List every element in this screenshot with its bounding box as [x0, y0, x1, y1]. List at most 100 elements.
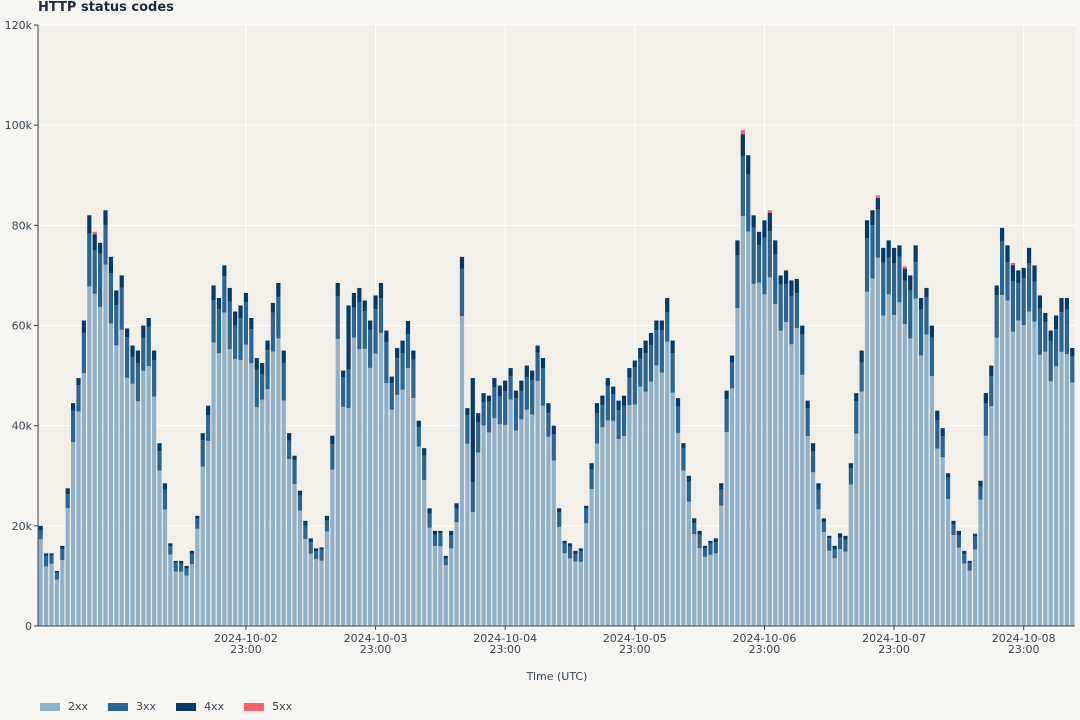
bar-segment-3xx — [940, 436, 945, 458]
bar-segment-3xx — [243, 301, 249, 345]
bar-segment-4xx — [897, 245, 902, 257]
bar-segment-2xx — [945, 499, 951, 626]
bar-segment-4xx — [762, 220, 767, 238]
bar-segment-3xx — [773, 254, 778, 304]
bar-segment-4xx — [551, 425, 556, 435]
bar-segment-4xx — [324, 515, 330, 521]
bar-segment-4xx — [227, 287, 232, 302]
bar-segment-2xx — [924, 334, 929, 626]
bar-segment-3xx — [978, 486, 983, 500]
bars — [38, 130, 1075, 627]
x-tick-label-date: 2024-10-04 — [473, 632, 537, 645]
legend-swatch-2xx — [40, 702, 60, 711]
x-tick-label-time: 23:00 — [878, 643, 910, 656]
bar-segment-2xx — [584, 523, 589, 626]
bar-segment-3xx — [146, 326, 151, 366]
bar-segment-4xx — [573, 550, 578, 555]
bar-segment-3xx — [465, 414, 470, 444]
legend-item-2xx[interactable]: 2xx — [40, 700, 88, 713]
bar-segment-5xx — [767, 210, 772, 213]
bar-segment-4xx — [384, 330, 389, 342]
bar-segment-2xx — [222, 312, 227, 626]
bar-segment-2xx — [303, 538, 308, 626]
bar-segment-2xx — [1064, 354, 1069, 626]
bar-segment-4xx — [767, 212, 772, 232]
bar-segment-3xx — [589, 469, 594, 490]
bar-segment-2xx — [848, 484, 853, 626]
bar-segment-4xx — [972, 534, 978, 537]
bar-segment-3xx — [902, 280, 907, 325]
bar-segment-4xx — [486, 395, 492, 402]
bar-segment-2xx — [697, 548, 702, 626]
bar-segment-2xx — [378, 332, 384, 626]
bar-segment-2xx — [362, 348, 367, 626]
bar-segment-4xx — [648, 333, 654, 346]
y-tick-label: 40k — [12, 420, 33, 433]
bar-segment-3xx — [513, 398, 519, 431]
bar-segment-4xx — [211, 285, 216, 301]
bar-segment-2xx — [605, 420, 610, 626]
bar-segment-2xx — [114, 345, 119, 626]
bar-segment-4xx — [530, 370, 535, 381]
bar-segment-2xx — [935, 448, 940, 626]
bar-segment-2xx — [314, 559, 319, 626]
bar-segment-2xx — [184, 575, 189, 626]
bar-segment-4xx — [643, 340, 648, 354]
bar-segment-2xx — [108, 323, 114, 626]
bar-segment-2xx — [351, 337, 357, 626]
bar-segment-4xx — [368, 320, 373, 330]
bar-segment-2xx — [638, 386, 643, 626]
bar-segment-2xx — [179, 571, 184, 626]
bar-segment-2xx — [989, 406, 994, 626]
bar-segment-2xx — [157, 470, 162, 626]
x-tick-label-time: 23:00 — [1008, 643, 1040, 656]
bar-segment-2xx — [249, 363, 254, 626]
bar-segment-2xx — [508, 399, 513, 626]
bar-segment-4xx — [233, 311, 238, 326]
bar-segment-3xx — [135, 362, 141, 402]
bar-segment-2xx — [346, 408, 351, 626]
bar-segment-4xx — [1032, 265, 1037, 282]
bar-segment-4xx — [303, 520, 308, 526]
bar-segment-3xx — [643, 353, 648, 392]
bar-segment-2xx — [308, 553, 313, 626]
bar-segment-4xx — [1070, 348, 1075, 356]
bar-segment-3xx — [486, 401, 492, 433]
bar-segment-3xx — [173, 562, 178, 572]
bar-segment-4xx — [481, 393, 486, 402]
bar-segment-3xx — [1053, 329, 1059, 367]
bar-segment-5xx — [92, 231, 97, 235]
bar-segment-2xx — [233, 358, 238, 626]
bar-segment-3xx — [800, 334, 805, 375]
bar-segment-2xx — [902, 324, 907, 626]
bar-segment-3xx — [578, 551, 583, 562]
bar-segment-4xx — [38, 525, 43, 531]
bar-segment-4xx — [956, 530, 961, 535]
bar-segment-3xx — [314, 550, 319, 560]
bar-segment-4xx — [827, 535, 832, 539]
bar-segment-4xx — [821, 518, 826, 523]
bar-segment-3xx — [1005, 262, 1010, 301]
bar-segment-4xx — [945, 473, 951, 478]
bar-segment-2xx — [405, 367, 411, 626]
bar-segment-4xx — [692, 518, 697, 524]
bar-segment-2xx — [119, 329, 124, 626]
bar-segment-4xx — [287, 433, 292, 441]
bar-segment-3xx — [859, 362, 864, 392]
bar-segment-2xx — [762, 294, 767, 626]
bar-segment-3xx — [384, 341, 389, 384]
bar-segment-3xx — [71, 410, 76, 443]
legend-item-4xx[interactable]: 4xx — [176, 700, 224, 713]
legend-item-5xx[interactable]: 5xx — [244, 700, 292, 713]
bar-segment-4xx — [1053, 315, 1059, 330]
bar-segment-3xx — [368, 329, 373, 368]
bar-segment-2xx — [897, 302, 902, 626]
bar-segment-4xx — [697, 530, 702, 535]
bar-segment-3xx — [206, 415, 211, 441]
bar-segment-4xx — [357, 287, 362, 303]
bar-segment-2xx — [287, 459, 292, 626]
y-tick-label: 20k — [12, 520, 33, 533]
legend-item-3xx[interactable]: 3xx — [108, 700, 156, 713]
bar-segment-3xx — [38, 530, 43, 540]
bar-segment-2xx — [908, 338, 913, 626]
